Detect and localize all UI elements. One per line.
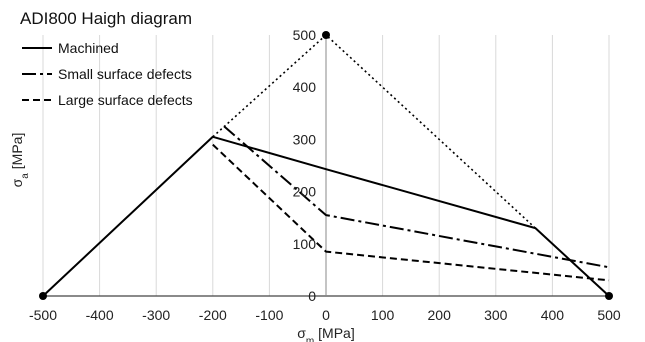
data-point-marker [39,292,47,300]
legend-label: Machined [58,40,119,56]
series-layer [42,125,610,297]
x-tick-label: 500 [597,307,621,323]
x-tick-label: 200 [428,307,452,323]
x-tick-label: -200 [199,307,227,323]
y-tick-label: 200 [293,184,317,200]
x-tick-label: 0 [322,307,330,323]
x-tick-label: 400 [541,307,565,323]
x-tick-label: 300 [484,307,508,323]
chart-title: ADI800 Haigh diagram [20,9,192,28]
tick-layer: -500 -400 -300 -200 -100 0 100 200 300 400 500 0 100… [29,27,621,323]
boundary-dotted-line [212,33,536,229]
series-line-machined [42,135,610,297]
boundary-layer [212,33,536,229]
series-line-small-surface-defects [223,125,610,269]
legend: Machined Small surface defects Large surfa… [22,40,193,108]
y-tick-label: 0 [308,288,316,304]
x-axis-title: σm [MPa] [297,325,354,342]
y-tick-label: 500 [293,27,317,43]
y-axis-title: σa [MPa] [9,133,31,188]
data-point-marker [322,31,330,39]
y-tick-label: 300 [293,131,317,147]
y-tick-label: 100 [293,236,317,252]
x-tick-label: 100 [371,307,395,323]
marker-layer [39,31,613,300]
legend-label: Small surface defects [58,66,192,82]
x-tick-label: -100 [255,307,283,323]
series-line-large-surface-defects [212,143,610,282]
legend-label: Large surface defects [58,92,193,108]
x-tick-label: -500 [29,307,57,323]
x-tick-label: -400 [86,307,114,323]
x-tick-label: -300 [142,307,170,323]
y-tick-label: 400 [293,79,317,95]
data-point-marker [605,292,613,300]
